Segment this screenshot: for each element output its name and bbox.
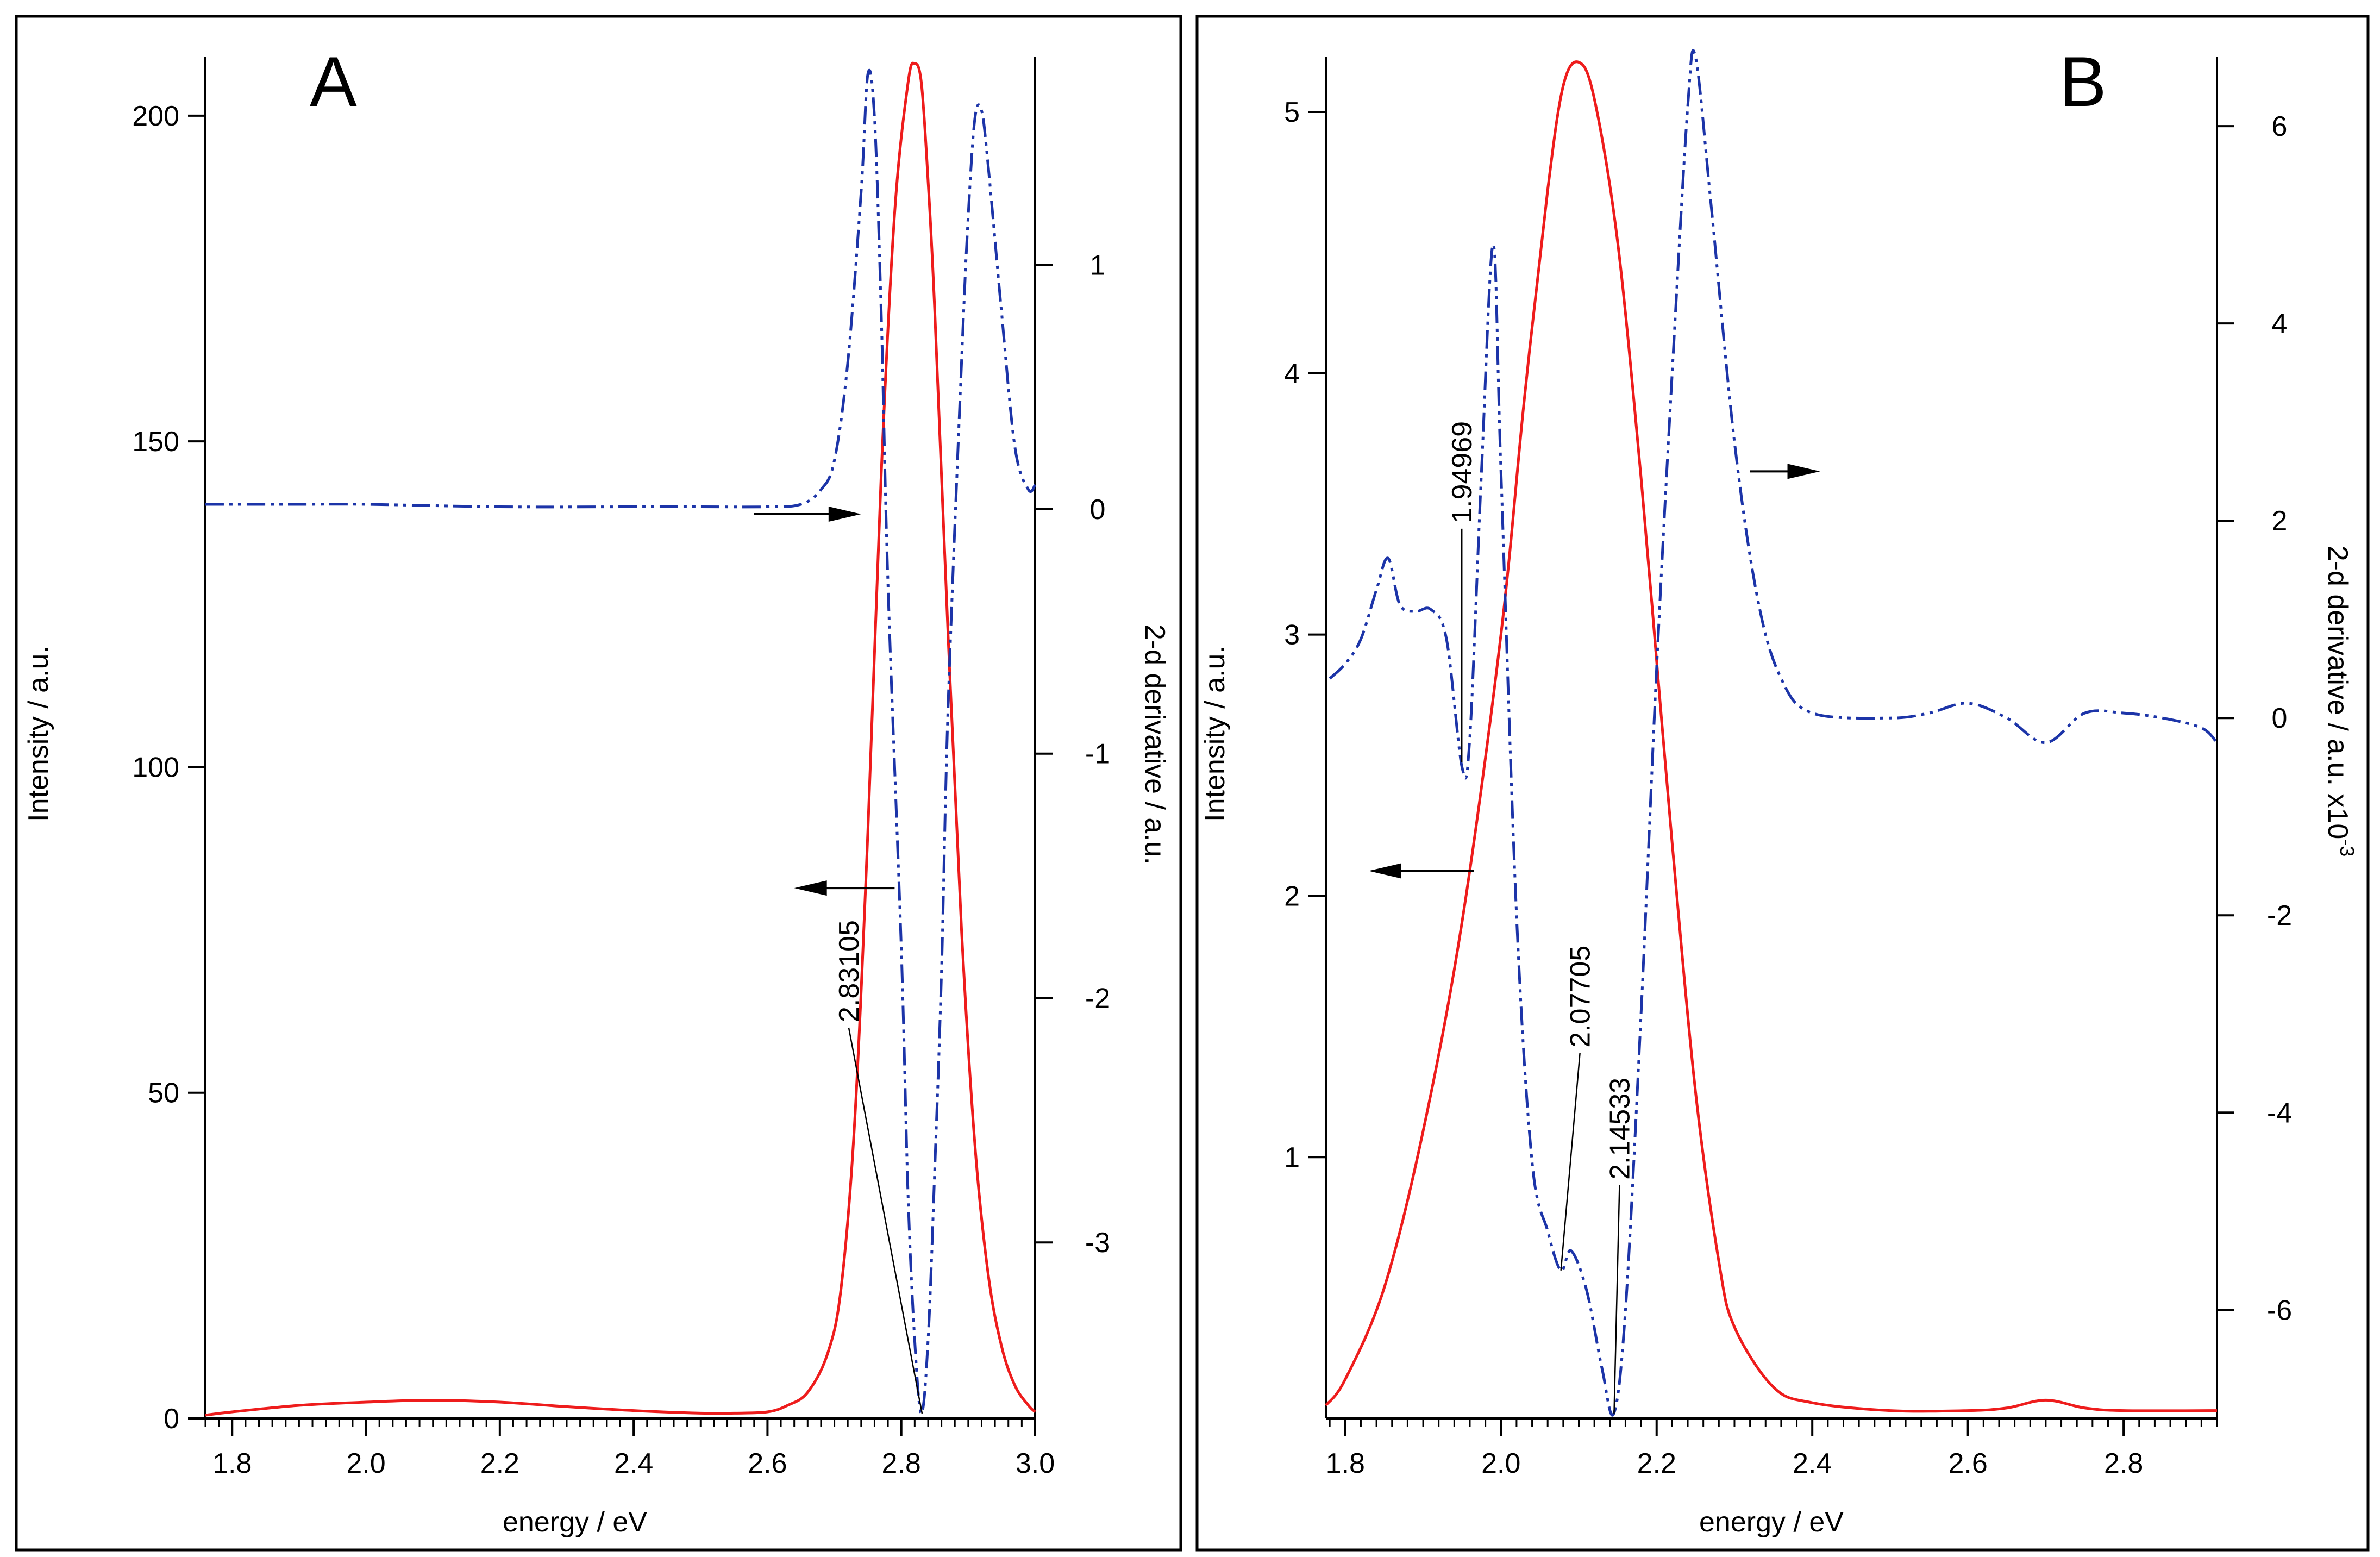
y2-tick-label: -2 [1085, 983, 1110, 1014]
x-tick-label: 1.8 [1326, 1448, 1365, 1479]
panel-b-arrows [1368, 464, 1820, 879]
panel-a-series [205, 61, 1037, 1417]
panel-a-y2-axis-title: 2-d derivative / a.u. [1139, 624, 1170, 865]
panel-b-y2-axis: -6 -4 -2 0 2 4 6 [2216, 57, 2292, 1418]
panel-b-letter: B [2059, 42, 2107, 121]
peak-leader-line [848, 1027, 923, 1414]
x-tick-label: 2.0 [346, 1448, 385, 1479]
x-tick-label: 2.4 [614, 1448, 653, 1479]
arrow-right [754, 506, 861, 522]
panel-a-frame [15, 15, 1182, 1552]
panel-b-x-axis: 1.8 2.0 2.2 2.4 2.6 2.8 [1326, 1417, 2218, 1479]
x-tick-label: 2.6 [748, 1448, 787, 1479]
x-tick-label: 2.8 [2104, 1448, 2143, 1479]
panel-b-y2-axis-title: 2-d derivative / a.u. x10-3 [2322, 546, 2358, 857]
panel-a-annotations: 2.83105 [834, 920, 923, 1414]
y-tick-label: 4 [1284, 358, 1300, 390]
panel-a-y-axis: 0 50 100 150 200 [132, 57, 206, 1435]
arrow-right [1750, 464, 1820, 479]
panel-b-y-axis: 1 2 3 4 5 [1284, 57, 1327, 1418]
y-tick-label: 200 [132, 101, 179, 132]
x-tick-label: 2.4 [1793, 1448, 1832, 1479]
panel-b-y-axis-title: Intensity / a.u. [1199, 646, 1231, 822]
y2-tick-label: 4 [2272, 308, 2288, 340]
y2-tick-label: -1 [1085, 739, 1110, 770]
derivative-series-line [205, 68, 1037, 1415]
x-tick-label: 1.8 [212, 1448, 252, 1479]
panel-b-y2-axis-title-exponent: -3 [2336, 839, 2358, 856]
panel-b: B 1.8 2.0 2.2 2.4 2.6 2.8 1 2 3 4 5 -6 -4 -2 0 2 4 6 en… [1195, 15, 2370, 1552]
peak-label: 1.94969 [1446, 421, 1478, 523]
peak-label: 2.07705 [1565, 946, 1596, 1048]
panel-b-x-axis-title: energy / eV [1699, 1506, 1844, 1538]
y2-tick-label: 0 [1090, 494, 1106, 526]
intensity-series-line [205, 61, 1036, 1417]
y-tick-label: 100 [132, 752, 179, 783]
peak-label: 2.83105 [834, 920, 865, 1022]
y2-tick-label: 2 [2272, 505, 2288, 537]
peak-leader-line [1613, 1185, 1620, 1414]
y-tick-label: 3 [1284, 620, 1300, 651]
y2-tick-label: -2 [2267, 900, 2292, 931]
y-tick-label: 150 [132, 426, 179, 458]
x-tick-label: 2.6 [1949, 1448, 1988, 1479]
peak-label: 2.14533 [1604, 1078, 1636, 1180]
x-tick-label: 2.2 [480, 1448, 519, 1479]
panel-b-frame [1195, 15, 2370, 1552]
y2-tick-label: -4 [2267, 1097, 2292, 1129]
y2-tick-label: 6 [2272, 111, 2288, 142]
y2-tick-label: -3 [1085, 1227, 1110, 1259]
x-tick-label: 3.0 [1016, 1448, 1055, 1479]
y2-tick-label: -6 [2267, 1295, 2292, 1326]
panel-a-x-axis: 1.8 2.0 2.2 2.4 2.6 2.8 3.0 [204, 1417, 1055, 1479]
derivative-series-line [1329, 49, 2218, 1417]
panel-a-y-axis-title: Intensity / a.u. [23, 646, 54, 822]
panel-b-y2-axis-title-main: 2-d derivative / a.u. x10 [2322, 546, 2353, 840]
panel-a-y2-axis: -3 -2 -1 0 1 [1034, 57, 1110, 1418]
y2-tick-label: 1 [1090, 249, 1106, 281]
y-tick-label: 1 [1284, 1142, 1300, 1173]
panel-b-annotations: 1.94969 2.07705 2.14533 [1446, 421, 1636, 1414]
peak-leader-line [1560, 1053, 1581, 1271]
x-tick-label: 2.0 [1481, 1448, 1520, 1479]
y-tick-label: 5 [1284, 97, 1300, 128]
panel-a-arrows [754, 506, 895, 896]
arrow-left [794, 880, 895, 896]
x-tick-label: 2.2 [1637, 1448, 1676, 1479]
panel-a-letter: A [310, 42, 357, 121]
x-tick-label: 2.8 [882, 1448, 921, 1479]
y2-tick-label: 0 [2272, 703, 2288, 734]
y-tick-label: 2 [1284, 880, 1300, 912]
arrow-left [1368, 863, 1474, 879]
y-tick-label: 0 [164, 1403, 179, 1435]
intensity-series-line [1324, 60, 2218, 1413]
panel-a-x-axis-title: energy / eV [503, 1506, 647, 1538]
panel-b-series [1324, 49, 2218, 1417]
y-tick-label: 50 [148, 1078, 179, 1109]
